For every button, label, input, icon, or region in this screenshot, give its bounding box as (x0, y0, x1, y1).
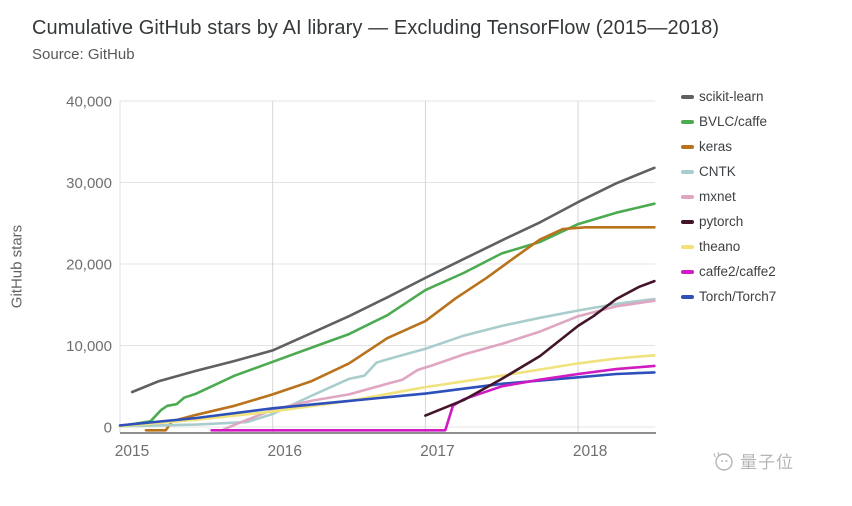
series-line-caffe2-caffe2 (210, 364, 656, 432)
x-tick-label: 2017 (420, 443, 454, 460)
legend-swatch (681, 120, 694, 124)
legend-swatch (681, 145, 694, 149)
legend-label: CNTK (699, 164, 736, 179)
legend-swatch (681, 95, 694, 99)
y-tick-label: 40,000 (66, 94, 112, 111)
watermark-text: 量子位 (740, 453, 794, 472)
legend-item-bvlc-caffe: BVLC/caffe (681, 113, 776, 138)
legend-swatch (681, 195, 694, 199)
tick-labels: 0 10,000 20,000 30,000 40,000 2015 2016 2017 201… (66, 94, 607, 461)
legend-swatch (681, 295, 694, 299)
legend-label: scikit-learn (699, 89, 764, 104)
legend-label: keras (699, 139, 733, 154)
series-line-torch-torch7 (118, 371, 656, 427)
series-lines (118, 166, 656, 432)
legend-swatch (681, 245, 694, 249)
legend-swatch (681, 220, 694, 224)
watermark-face-icon (713, 451, 733, 471)
legend-label: theano (699, 239, 741, 254)
legend-item-cntk: CNTK (681, 163, 776, 188)
legend-item-keras: keras (681, 138, 776, 163)
legend-swatch (681, 170, 694, 174)
legend-label: mxnet (699, 189, 736, 204)
y-tick-label: 10,000 (66, 338, 112, 355)
legend-item-torch-torch7: Torch/Torch7 (681, 288, 776, 313)
series-line-theano (118, 353, 656, 428)
legend-label: Torch/Torch7 (699, 289, 777, 304)
legend-label: BVLC/caffe (699, 114, 768, 129)
series-line-pytorch (424, 279, 656, 417)
y-tick-label: 20,000 (66, 257, 112, 274)
x-tick-label: 2018 (573, 443, 607, 460)
series-line-bvlc-caffe (118, 202, 656, 428)
watermark: 量子位 (712, 448, 794, 473)
x-tick-label: 2015 (115, 443, 149, 460)
legend: scikit-learn BVLC/caffe keras CNTK mxnet pyto… (681, 88, 776, 313)
y-tick-label: 0 (104, 420, 112, 437)
legend-item-caffe2-caffe2: caffe2/caffe2 (681, 263, 776, 288)
series-line-keras (144, 226, 656, 432)
legend-label: caffe2/caffe2 (699, 264, 776, 279)
series-line-cntk (118, 297, 656, 428)
x-tick-label: 2016 (267, 443, 301, 460)
legend-item-theano: theano (681, 238, 776, 263)
legend-item-scikit-learn: scikit-learn (681, 88, 776, 113)
axis-lines (119, 101, 656, 434)
series-line-scikit-learn (130, 166, 656, 394)
legend-swatch (681, 270, 694, 274)
chart-subtitle: Source: GitHub (32, 46, 135, 63)
chart-title: Cumulative GitHub stars by AI library — … (32, 17, 720, 39)
y-tick-label: 30,000 (66, 175, 112, 192)
legend-item-pytorch: pytorch (681, 213, 776, 238)
legend-label: pytorch (699, 214, 744, 229)
legend-item-mxnet: mxnet (681, 188, 776, 213)
